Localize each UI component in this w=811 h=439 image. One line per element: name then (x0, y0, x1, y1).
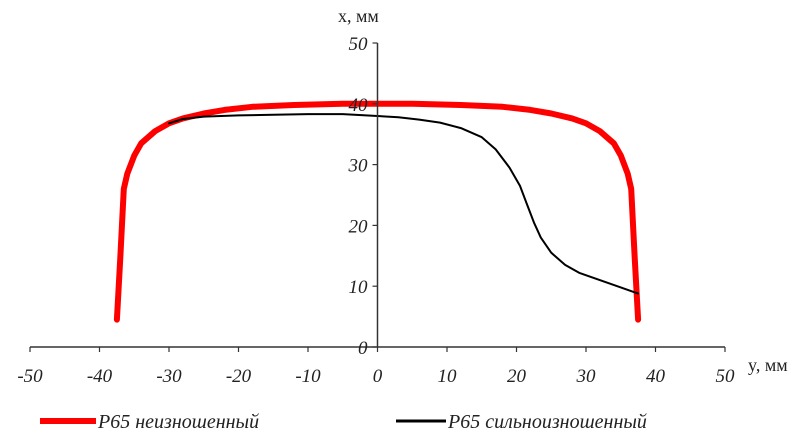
x-tick-label: -40 (87, 366, 113, 387)
x-ticks: -50 -40 -30 -20 -10 0 10 20 30 40 50 (17, 347, 735, 387)
x-tick-label: 50 (716, 366, 736, 387)
x-axis-title: y, мм (748, 355, 788, 375)
x-tick-label: 40 (646, 366, 666, 387)
legend-label-unworn: Р65 неизношенный (97, 411, 259, 433)
y-axis-title: x, мм (338, 6, 379, 26)
x-tick-label: 30 (576, 366, 597, 387)
y-tick-label: 20 (349, 216, 369, 237)
x-tick-label: -50 (17, 366, 43, 387)
legend-label-worn: Р65 сильноизношенный (447, 411, 647, 433)
x-tick-label: -30 (156, 366, 182, 387)
y-tick-label: 30 (348, 156, 369, 177)
x-tick-label: -10 (295, 366, 321, 387)
y-ticks: 0 10 20 30 40 50 (348, 34, 378, 359)
x-tick-label: 10 (438, 366, 458, 387)
y-tick-label: 0 (358, 338, 368, 359)
series-line-worn (168, 113, 640, 295)
axes: -50 -40 -30 -20 -10 0 10 20 30 40 50 0 10 20 30 40 50 y… (17, 6, 787, 387)
y-tick-label: 10 (349, 277, 369, 298)
y-tick-label: 50 (349, 34, 369, 55)
y-tick-label: 40 (349, 95, 369, 116)
legend: Р65 неизношенный Р65 сильноизношенный (40, 411, 647, 433)
x-tick-label: 0 (373, 366, 383, 387)
x-tick-label: -20 (226, 366, 252, 387)
x-tick-label: 20 (507, 366, 527, 387)
